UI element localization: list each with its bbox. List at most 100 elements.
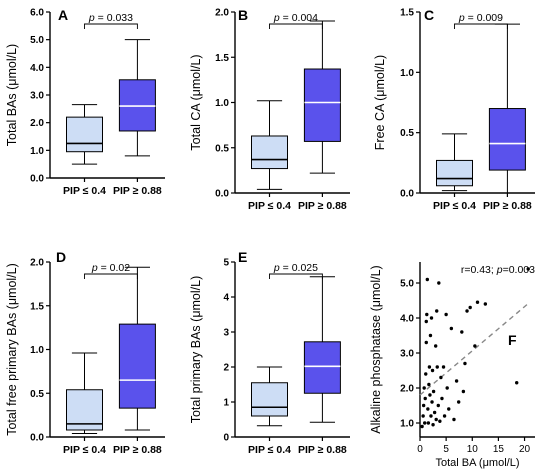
x-tick-label: 5 xyxy=(443,444,449,455)
y-axis-label: Free CA (μmol/L) xyxy=(373,55,387,150)
box-iqr xyxy=(436,159,473,187)
data-point xyxy=(422,386,426,390)
significance-bracket xyxy=(84,23,138,29)
data-point xyxy=(452,417,456,422)
y-axis-label: Total CA (μmol/L) xyxy=(189,54,203,150)
y-tick-label: 2.0 xyxy=(30,258,44,269)
p-value-label: p = 0.004 xyxy=(273,12,318,24)
data-point xyxy=(424,340,428,345)
data-point xyxy=(433,344,438,348)
significance-bracket xyxy=(84,273,138,279)
data-point xyxy=(465,309,469,313)
p-value-label: p = 0.025 xyxy=(273,262,318,274)
data-point xyxy=(473,344,477,348)
y-tick-label: 1.5 xyxy=(30,301,44,312)
data-point xyxy=(428,393,432,397)
box-low-pip xyxy=(66,352,103,434)
significance-bracket xyxy=(454,23,508,29)
y-tick-label: 0.0 xyxy=(215,189,229,200)
data-point xyxy=(526,267,530,271)
data-point xyxy=(421,403,426,408)
data-point xyxy=(475,300,480,304)
x-tick-label: PIP ≤ 0.4 xyxy=(63,185,106,197)
data-point xyxy=(428,333,433,338)
box-iqr xyxy=(118,323,156,409)
data-point xyxy=(440,396,444,401)
data-point xyxy=(435,309,439,313)
box-high-pip xyxy=(118,39,156,157)
y-tick-label: 1 xyxy=(223,398,229,409)
y-tick-label: 2.0 xyxy=(400,384,414,395)
x-tick-label: 0 xyxy=(417,444,423,455)
data-point xyxy=(515,381,519,385)
y-tick-label: 6.0 xyxy=(30,8,44,19)
data-point xyxy=(424,319,428,324)
y-axis-label: Alkaline phosphatase (μmol/L) xyxy=(369,265,383,433)
y-tick-label: 1.0 xyxy=(30,146,44,157)
y-tick-label: 2.0 xyxy=(215,8,229,19)
panel-E: 0 1 2 3 4 5 Total primary BAs (μmol/L) PIP ≤ 0.… xyxy=(189,249,350,456)
y-tick-label: 0.5 xyxy=(400,128,414,139)
x-tick-label: PIP ≥ 0.88 xyxy=(483,200,532,212)
x-tick-label: PIP ≤ 0.4 xyxy=(63,444,106,456)
x-tick-label: 15 xyxy=(493,444,505,455)
panel-letter: F xyxy=(508,332,517,348)
box-high-pip xyxy=(303,276,341,423)
y-tick-label: 2.0 xyxy=(30,118,44,129)
x-tick-label: PIP ≤ 0.4 xyxy=(248,200,291,212)
y-tick-label: 1.0 xyxy=(215,98,229,109)
y-tick-label: 5 xyxy=(223,258,229,269)
data-point xyxy=(429,414,433,418)
data-point xyxy=(463,361,467,366)
data-point xyxy=(439,375,443,380)
y-tick-label: 3 xyxy=(223,328,229,339)
data-point xyxy=(430,368,435,373)
box-iqr xyxy=(251,135,288,170)
data-point xyxy=(435,365,439,369)
y-axis-label: Total free primary BAs (μmol/L) xyxy=(5,263,19,436)
data-point xyxy=(423,396,427,401)
y-tick-label: 1.5 xyxy=(215,53,229,64)
panel-letter: A xyxy=(58,7,68,23)
y-tick-label: 1.0 xyxy=(400,419,414,430)
data-point xyxy=(449,326,454,331)
y-tick-label: 0.0 xyxy=(30,433,44,444)
data-point xyxy=(445,386,449,390)
data-point xyxy=(432,410,437,415)
y-tick-label: 0.0 xyxy=(400,189,414,200)
x-tick-label: PIP ≥ 0.88 xyxy=(298,444,347,456)
correlation-label: r=0.43; p=0.003 xyxy=(461,264,535,276)
data-point xyxy=(427,382,431,387)
data-point xyxy=(436,403,440,408)
y-tick-label: 2 xyxy=(223,363,229,374)
y-tick-label: 0.0 xyxy=(30,174,44,185)
data-point xyxy=(425,277,430,282)
data-point xyxy=(426,421,431,425)
data-point xyxy=(423,421,427,425)
data-point xyxy=(454,379,459,383)
data-point xyxy=(441,365,446,369)
panel-A: 0.0 1.0 2.0 3.0 4.0 5.0 6.0 Total BAs (μmol/L) P… xyxy=(5,7,165,197)
panel-F: 1.0 2.0 3.0 4.0 5.0 Alkaline phosphatase (μmo… xyxy=(369,262,535,469)
data-point xyxy=(437,281,441,285)
data-point xyxy=(430,400,434,404)
p-value-label: p = 0.033 xyxy=(88,12,133,24)
data-point xyxy=(434,417,438,422)
box-iqr xyxy=(303,341,341,394)
p-value-label: p = 0.02 xyxy=(91,262,130,274)
panel-letter: C xyxy=(424,7,434,23)
panel-D: 0.0 0.5 1.0 1.5 2.0 Total free primary BAs (μ… xyxy=(5,249,165,456)
data-point xyxy=(421,414,425,418)
x-axis-label: Total BA (μmol/L) xyxy=(436,457,520,469)
panel-letter: D xyxy=(56,249,66,265)
panel-letter: B xyxy=(238,7,248,23)
box-iqr xyxy=(303,68,341,142)
y-tick-label: 4.0 xyxy=(30,63,44,74)
data-point xyxy=(426,407,430,411)
data-point xyxy=(425,312,429,317)
x-tick-label: PIP ≤ 0.4 xyxy=(248,444,291,456)
y-tick-label: 3.0 xyxy=(30,91,44,102)
data-point xyxy=(431,423,435,427)
y-tick-label: 1.5 xyxy=(400,8,414,19)
